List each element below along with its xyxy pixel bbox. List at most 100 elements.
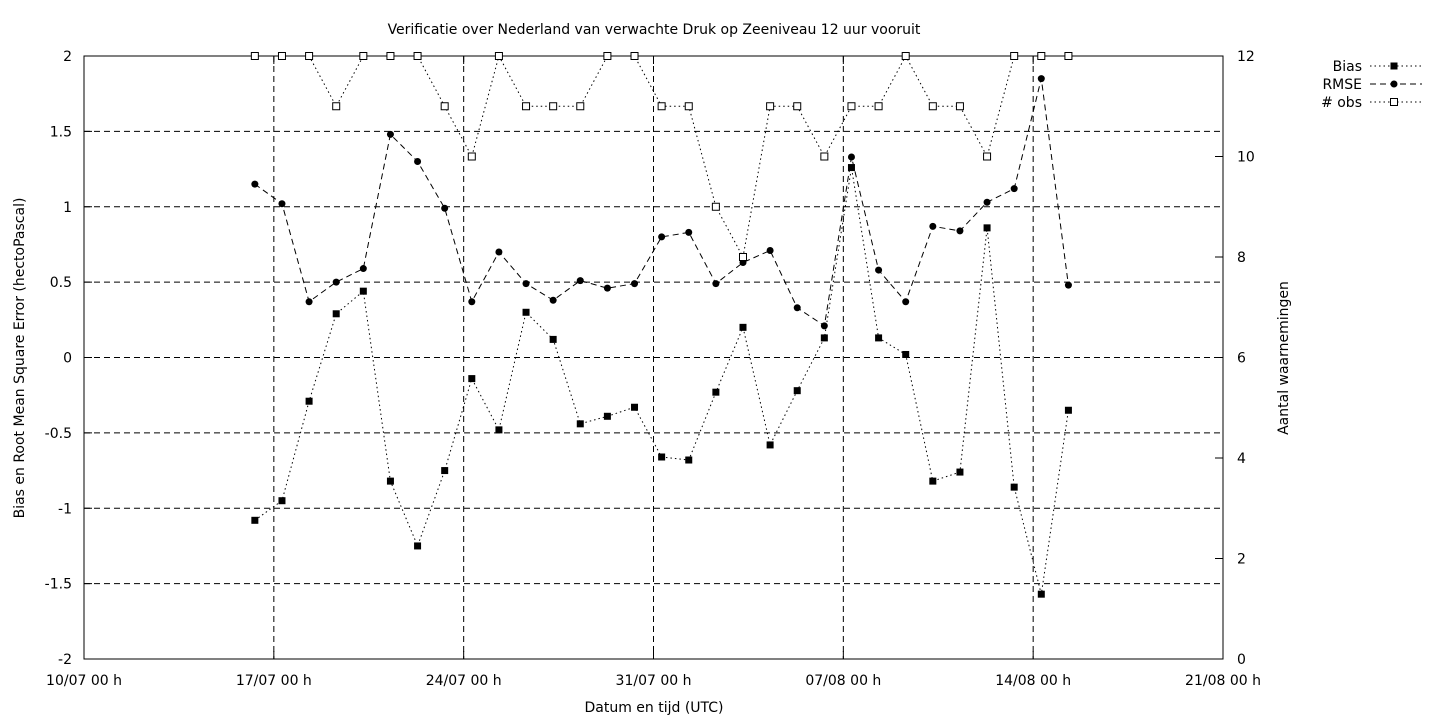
data-point-obs	[250, 52, 259, 60]
data-point-rmse	[549, 296, 557, 304]
data-point-obs	[955, 102, 964, 111]
data-point-bias	[1037, 590, 1045, 598]
data-point-rmse	[522, 280, 530, 288]
y-tick-label: 1.5	[50, 124, 72, 140]
data-point-bias	[847, 164, 855, 172]
y-axis-label: Bias en Root Mean Square Error (hectoPas…	[12, 198, 28, 519]
data-point-rmse	[332, 278, 340, 286]
axis-ticks: -2 -1.5 -1 -0.5 0 0.5 1 1.5 2 0 2 4 6 8 10 12 10/07 00 h…	[45, 49, 1261, 689]
data-point-bias	[414, 542, 422, 550]
data-point-bias	[875, 334, 883, 342]
data-point-rmse	[793, 304, 801, 312]
y2-tick-label: 2	[1237, 552, 1246, 568]
data-point-rmse	[468, 298, 476, 306]
data-point-bias	[929, 477, 937, 485]
data-point-rmse	[685, 228, 693, 236]
data-point-obs	[1064, 52, 1073, 60]
data-point-rmse	[766, 246, 774, 254]
data-point-rmse	[929, 222, 937, 230]
data-point-rmse	[875, 266, 883, 274]
legend: Bias RMSE # obs	[1321, 59, 1422, 111]
data-point-obs	[576, 102, 585, 111]
data-point-bias	[956, 468, 964, 476]
legend-marker	[1390, 98, 1398, 106]
data-point-rmse	[441, 204, 449, 212]
data-point-obs	[494, 52, 503, 60]
data-point-bias	[793, 387, 801, 395]
data-point-obs	[847, 102, 856, 111]
data-point-rmse	[1064, 281, 1072, 289]
data-point-rmse	[658, 233, 666, 241]
data-point-rmse	[1010, 185, 1018, 193]
data-point-bias	[766, 441, 774, 449]
data-point-obs	[874, 102, 883, 111]
y-tick-label: 0.5	[50, 275, 72, 291]
data-point-bias	[495, 426, 503, 434]
data-point-obs	[983, 152, 992, 161]
data-point-bias	[468, 375, 476, 383]
legend-label: RMSE	[1322, 77, 1362, 93]
data-point-obs	[1010, 52, 1019, 60]
data-point-bias	[739, 323, 747, 331]
data-point-rmse	[495, 248, 503, 256]
data-point-bias	[820, 334, 828, 342]
y2-tick-label: 10	[1237, 150, 1255, 166]
data-point-obs	[386, 52, 395, 60]
y2-tick-label: 8	[1237, 250, 1246, 266]
data-point-obs	[549, 102, 558, 111]
y-tick-label: -2	[58, 652, 72, 668]
data-point-rmse	[305, 298, 313, 306]
data-point-bias	[1010, 483, 1018, 491]
data-point-obs	[901, 52, 910, 60]
y-tick-label: -1	[58, 501, 72, 517]
data-point-rmse	[359, 265, 367, 273]
series-layer	[250, 52, 1073, 598]
data-point-rmse	[386, 130, 394, 138]
data-point-bias	[631, 403, 639, 411]
data-point-obs	[522, 102, 531, 111]
data-point-bias	[576, 420, 584, 428]
data-point-bias	[983, 224, 991, 232]
data-point-bias	[549, 335, 557, 343]
data-point-bias	[278, 497, 286, 505]
data-point-obs	[603, 52, 612, 60]
y2-axis-label: Aantal waarnemingen	[1276, 281, 1292, 435]
data-point-obs	[467, 152, 476, 161]
data-point-bias	[658, 453, 666, 461]
y-tick-label: 1	[63, 200, 72, 216]
data-point-rmse	[902, 298, 910, 306]
legend-marker	[1390, 62, 1398, 70]
data-point-rmse	[278, 200, 286, 208]
data-point-rmse	[712, 280, 720, 288]
x-tick-label: 21/08 00 h	[1185, 673, 1261, 689]
data-point-obs	[413, 52, 422, 60]
data-point-obs	[820, 152, 829, 161]
data-point-rmse	[631, 280, 639, 288]
legend-label: Bias	[1333, 59, 1362, 75]
x-axis-label: Datum en tijd (UTC)	[584, 700, 723, 716]
data-point-obs	[440, 102, 449, 111]
data-point-bias	[712, 388, 720, 396]
data-point-bias	[359, 287, 367, 295]
data-point-rmse	[956, 227, 964, 235]
data-point-bias	[603, 412, 611, 420]
y2-tick-label: 4	[1237, 451, 1246, 467]
data-point-obs	[738, 253, 747, 261]
x-tick-label: 31/07 00 h	[616, 673, 692, 689]
series-line-rmse	[254, 78, 1069, 327]
data-point-rmse	[603, 284, 611, 292]
data-point-obs	[332, 102, 341, 111]
data-point-bias	[386, 477, 394, 485]
data-point-obs	[793, 102, 802, 111]
x-tick-label: 17/07 00 h	[236, 673, 312, 689]
y-tick-label: 2	[63, 49, 72, 65]
data-point-bias	[1064, 406, 1072, 414]
data-point-obs	[277, 52, 286, 60]
data-point-bias	[902, 350, 910, 358]
y2-tick-label: 0	[1237, 652, 1246, 668]
legend-marker	[1390, 80, 1398, 88]
data-point-rmse	[847, 153, 855, 161]
data-point-rmse	[251, 180, 259, 188]
data-point-rmse	[983, 198, 991, 206]
data-point-bias	[305, 397, 313, 405]
